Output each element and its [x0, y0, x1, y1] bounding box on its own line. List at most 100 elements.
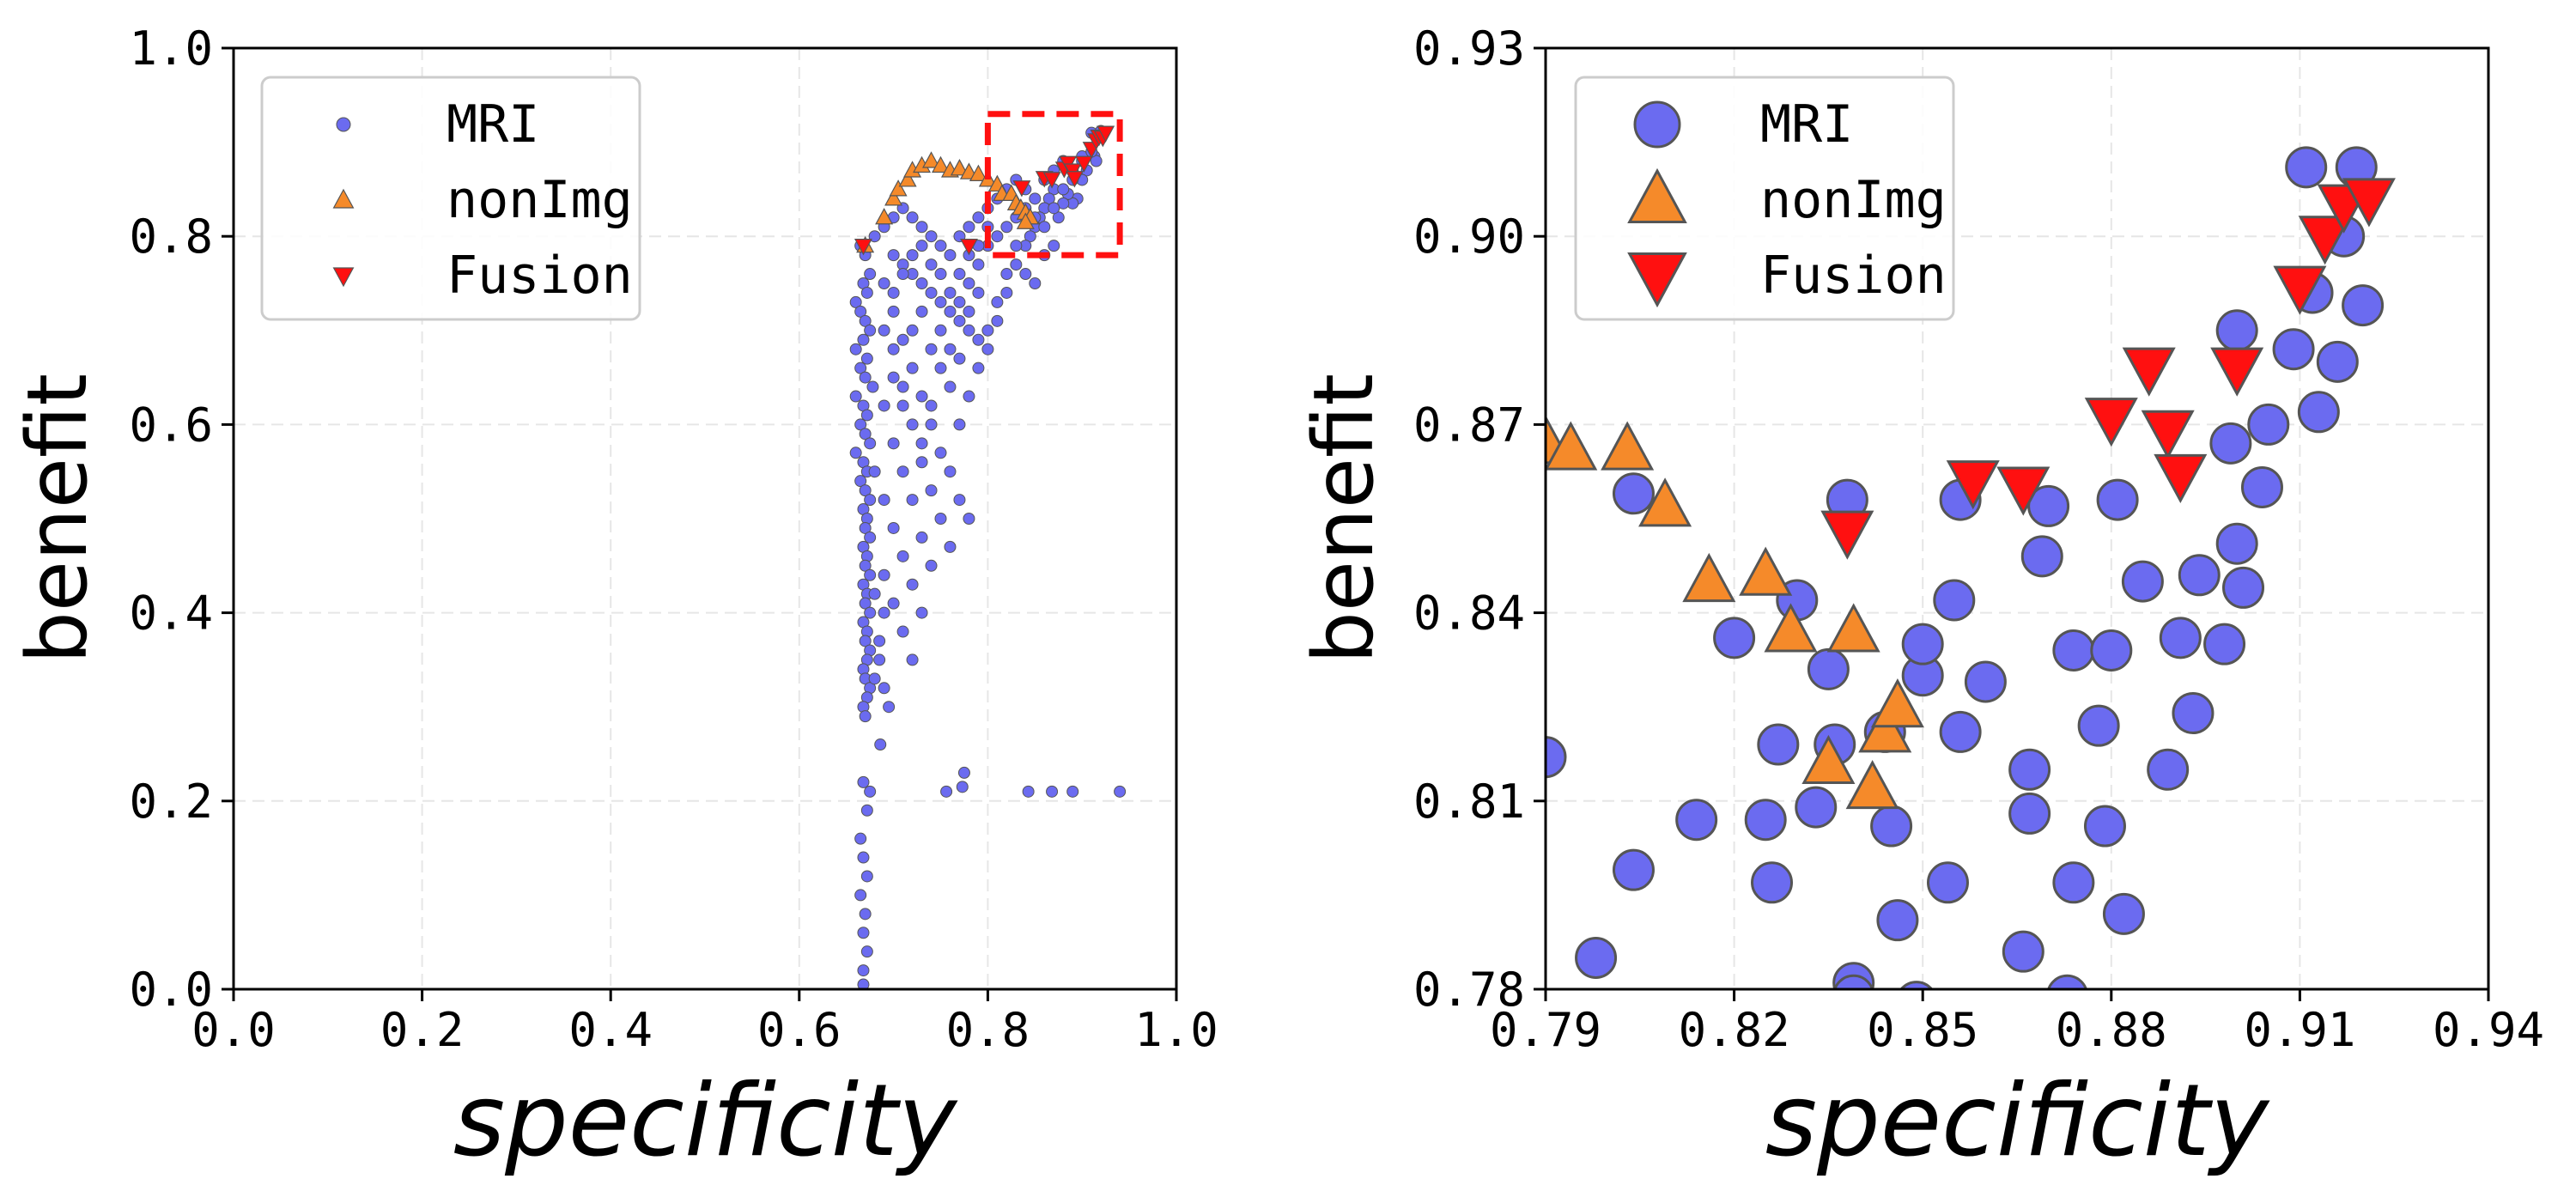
- mri-point: [1751, 861, 1794, 904]
- mri-point: [944, 540, 957, 553]
- mri-point: [854, 832, 867, 845]
- mri-point: [1000, 268, 1013, 281]
- fusion-point: [2154, 453, 2208, 503]
- mri-point: [944, 343, 957, 356]
- mri-point: [953, 268, 966, 281]
- mri-point: [854, 305, 867, 318]
- mri-point: [1046, 785, 1059, 798]
- mri-point: [860, 945, 873, 958]
- mri-point: [1000, 221, 1013, 234]
- mri-point: [1090, 155, 1103, 167]
- nonimg-point: [969, 164, 987, 181]
- mri-point: [925, 399, 938, 412]
- mri-legend-marker: [1633, 100, 1681, 149]
- fusion-point: [1996, 466, 2050, 516]
- mri-point: [1114, 785, 1127, 798]
- fusion-point: [1074, 155, 1093, 173]
- mri-point: [963, 277, 975, 289]
- mri-point: [1901, 623, 1944, 665]
- mri-point: [860, 409, 873, 422]
- mri-point: [906, 362, 919, 374]
- mri-point: [857, 927, 870, 939]
- mri-point: [1933, 579, 1976, 622]
- mri-point: [1744, 799, 1787, 842]
- mri-point: [1000, 286, 1013, 299]
- nonimg-point: [898, 170, 917, 187]
- mri-point: [896, 380, 909, 393]
- nonimg-point: [931, 155, 951, 173]
- mri-legend-marker: [336, 117, 351, 132]
- mri-point: [878, 568, 890, 581]
- nonimg-point: [889, 179, 908, 197]
- mri-point: [859, 908, 872, 921]
- y-tick-label: 1.0: [129, 21, 213, 76]
- mri-point: [896, 625, 909, 638]
- left-scatter-panel: 0.0 0.2 0.4 0.6 0.8 1.0 0.0 0.2 0.4 0.6 0.8 1.0 MRI n…: [9, 21, 1218, 1179]
- fusion-point: [2141, 410, 2195, 459]
- mri-point: [868, 672, 881, 685]
- x-tick-label: 0.2: [380, 1003, 465, 1057]
- mri-point: [854, 475, 867, 488]
- mri-point: [864, 785, 877, 798]
- legend-label: nonImg: [447, 170, 633, 230]
- mri-point: [925, 258, 938, 271]
- mri-point: [925, 484, 938, 497]
- nonimg-point: [1016, 212, 1035, 229]
- mri-point: [934, 513, 947, 525]
- mri-point: [956, 781, 969, 793]
- y-tick-label: 0.84: [1413, 586, 1525, 641]
- mri-point: [906, 418, 919, 431]
- mri-point: [1612, 472, 1655, 515]
- mri-point: [2215, 522, 2258, 565]
- legend-label: Fusion: [447, 246, 633, 306]
- mri-point: [2247, 403, 2290, 446]
- legend-box: [260, 76, 641, 321]
- mri-point: [864, 268, 877, 281]
- mri-point: [2052, 861, 2095, 904]
- mri-point: [859, 521, 872, 534]
- mri-point: [915, 390, 928, 403]
- legend-label: MRI: [447, 94, 539, 155]
- mri-point: [1807, 647, 1850, 690]
- mri-point: [915, 305, 928, 318]
- y-tick-label: 0.8: [129, 210, 213, 264]
- mri-point: [860, 352, 873, 365]
- mri-point: [991, 230, 1004, 243]
- mri-point: [940, 785, 953, 798]
- mri-point: [860, 870, 873, 883]
- x-tick-label: 0.94: [2433, 1003, 2544, 1057]
- mri-point: [859, 371, 872, 384]
- mri-point: [2342, 284, 2385, 327]
- mri-point: [1057, 197, 1070, 210]
- nonimg-point: [1845, 760, 1899, 810]
- mri-point: [963, 324, 975, 337]
- mri-point: [957, 766, 970, 779]
- mri-point: [878, 494, 890, 507]
- nonimg-point: [884, 189, 903, 206]
- nonimg-point: [1826, 603, 1880, 653]
- mri-point: [859, 559, 872, 572]
- axes-frame: [232, 46, 1178, 991]
- mri-point: [859, 597, 872, 610]
- mri-point: [991, 295, 1004, 308]
- mri-point: [859, 484, 872, 497]
- y-axis-label: benefit: [1296, 374, 1392, 664]
- mri-point: [864, 437, 877, 450]
- plot-area: [849, 125, 1127, 989]
- mri-point: [906, 211, 919, 224]
- mri-point: [1042, 192, 1055, 205]
- mri-point: [2272, 328, 2315, 371]
- mri-point: [868, 465, 881, 478]
- mri-point: [915, 240, 928, 252]
- legend: MRI nonImg Fusion: [260, 76, 641, 321]
- mri-point: [1899, 981, 1934, 989]
- nonimg-point: [1546, 421, 1598, 471]
- mri-point: [953, 295, 966, 308]
- mri-point: [2178, 554, 2221, 597]
- fusion-legend-marker: [332, 267, 355, 288]
- right-zoomed-scatter-panel: 0.79 0.82 0.85 0.88 0.91 0.94 0.78 0.81 0.84 0.87…: [1296, 21, 2544, 1179]
- mri-point: [873, 653, 886, 666]
- fusion-point: [1820, 510, 1874, 560]
- mri-point: [1010, 240, 1023, 252]
